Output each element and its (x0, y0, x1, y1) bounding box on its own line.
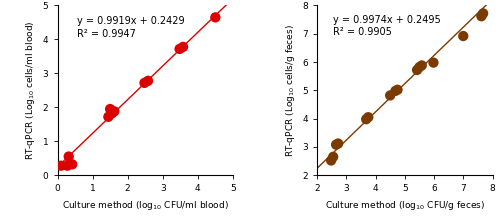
Point (394, 88, 402, 92)
Point (479, 12, 487, 15)
Point (332, 143, 340, 146)
Point (364, 115, 372, 119)
Point (416, 65, 424, 69)
Point (362, 117, 370, 121)
Point (110, 110, 118, 113)
Text: y = 0.9919x + 0.2429: y = 0.9919x + 0.2429 (77, 16, 184, 26)
Point (212, 16, 220, 19)
Point (108, 112, 116, 115)
Point (144, 79, 152, 83)
Point (57, 164, 65, 168)
Point (329, 155, 337, 159)
Text: y = 0.9974x + 0.2495: y = 0.9974x + 0.2495 (333, 14, 441, 25)
Point (176, 47, 184, 51)
Y-axis label: RT-qPCR (Log$_{10}$ cells/ml blood): RT-qPCR (Log$_{10}$ cells/ml blood) (24, 21, 37, 160)
Point (392, 89, 400, 93)
Point (334, 142, 342, 145)
Point (68, 162, 76, 166)
Point (64, 164, 72, 168)
X-axis label: Culture method (log$_{10}$ CFU/ml blood): Culture method (log$_{10}$ CFU/ml blood) (62, 199, 228, 212)
Point (179, 45, 187, 49)
Point (327, 159, 335, 162)
Text: R² = 0.9947: R² = 0.9947 (77, 29, 136, 39)
Point (413, 68, 421, 72)
Point (478, 14, 486, 18)
Point (106, 107, 114, 111)
Point (386, 94, 394, 97)
Point (418, 64, 426, 67)
X-axis label: Culture method (log$_{10}$ CFU/g feces): Culture method (log$_{10}$ CFU/g feces) (324, 199, 485, 212)
Point (64, 155, 72, 158)
Point (460, 34, 468, 38)
Point (104, 115, 112, 118)
Text: R² = 0.9905: R² = 0.9905 (333, 27, 392, 37)
Y-axis label: RT-qPCR (Log$_{10}$ cells/g feces): RT-qPCR (Log$_{10}$ cells/g feces) (284, 24, 297, 157)
Point (430, 61, 438, 64)
Point (140, 81, 148, 85)
